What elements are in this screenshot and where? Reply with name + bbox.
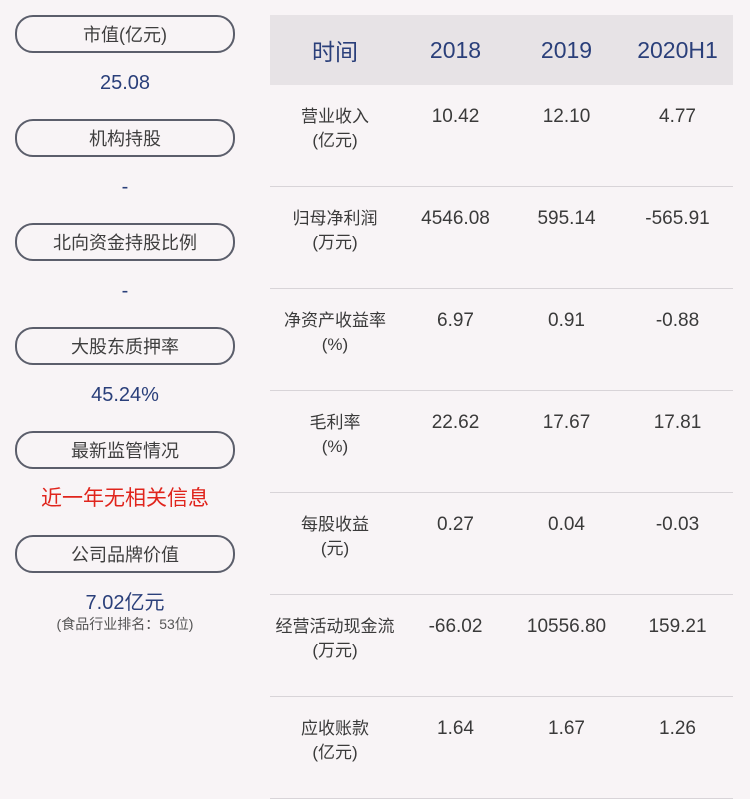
cell-value: -0.03 — [622, 492, 733, 595]
header-2019: 2019 — [511, 15, 622, 85]
table-row: 归母净利润 (万元) 4546.08 595.14 -565.91 — [270, 186, 733, 289]
brand-value-pill: 公司品牌价值 — [15, 535, 235, 573]
regulation-value: 近一年无相关信息 — [41, 487, 209, 510]
financial-table-wrap: 时间 2018 2019 2020H1 营业收入 (亿元) 10.42 12.1… — [270, 15, 733, 799]
metric-brand-value: 公司品牌价值 7.02亿元 (食品行业排名：53位) — [15, 535, 235, 633]
regulation-pill: 最新监管情况 — [15, 431, 235, 469]
table-row: 应收账款 (亿元) 1.64 1.67 1.26 — [270, 696, 733, 799]
table-row: 净资产收益率 (%) 6.97 0.91 -0.88 — [270, 288, 733, 391]
metric-northbound-ratio: 北向资金持股比例 - — [15, 223, 235, 303]
cell-value: 17.67 — [511, 390, 622, 493]
financial-table: 时间 2018 2019 2020H1 营业收入 (亿元) 10.42 12.1… — [270, 15, 733, 799]
institution-holding-pill: 机构持股 — [15, 119, 235, 157]
cell-value: 0.27 — [400, 492, 511, 595]
row-label-unit: (亿元) — [312, 131, 358, 150]
header-2020h1: 2020H1 — [622, 15, 733, 85]
northbound-ratio-value: - — [121, 280, 129, 302]
row-label-main: 经营活动现金流 — [275, 617, 395, 636]
row-label-main: 归母净利润 — [292, 209, 378, 228]
cell-value: 22.62 — [400, 390, 511, 493]
northbound-ratio-pill: 北向资金持股比例 — [15, 223, 235, 261]
row-label-unit: (元) — [320, 539, 350, 558]
cell-value: 4546.08 — [400, 186, 511, 289]
row-label-main: 每股收益 — [301, 515, 369, 534]
pledge-ratio-pill: 大股东质押率 — [15, 327, 235, 365]
metric-market-value: 市值(亿元) 25.08 — [15, 15, 235, 95]
row-label-unit: (万元) — [312, 641, 358, 660]
cell-value: 159.21 — [622, 594, 733, 697]
cell-value: 1.26 — [622, 696, 733, 799]
table-row: 每股收益 (元) 0.27 0.04 -0.03 — [270, 492, 733, 595]
header-2018: 2018 — [400, 15, 511, 85]
row-label-unit: (万元) — [312, 233, 358, 252]
row-label: 归母净利润 (万元) — [270, 186, 400, 289]
row-label: 经营活动现金流 (万元) — [270, 594, 400, 697]
row-label: 营业收入 (亿元) — [270, 85, 400, 187]
cell-value: 0.04 — [511, 492, 622, 595]
cell-value: 1.67 — [511, 696, 622, 799]
row-label-main: 毛利率 — [309, 413, 361, 432]
cell-value: 10556.80 — [511, 594, 622, 697]
market-value-pill: 市值(亿元) — [15, 15, 235, 53]
cell-value: 10.42 — [400, 85, 511, 187]
table-row: 毛利率 (%) 22.62 17.67 17.81 — [270, 390, 733, 493]
pledge-ratio-value: 45.24% — [91, 384, 159, 406]
row-label-main: 应收账款 — [301, 719, 369, 738]
row-label: 每股收益 (元) — [270, 492, 400, 595]
row-label-unit: (亿元) — [312, 743, 358, 762]
cell-value: 17.81 — [622, 390, 733, 493]
table-row: 经营活动现金流 (万元) -66.02 10556.80 159.21 — [270, 594, 733, 697]
brand-value-value: 7.02亿元 — [85, 592, 165, 614]
row-label: 毛利率 (%) — [270, 390, 400, 493]
cell-value: 0.91 — [511, 288, 622, 391]
cell-value: -565.91 — [622, 186, 733, 289]
table-header-row: 时间 2018 2019 2020H1 — [270, 15, 733, 85]
metric-pledge-ratio: 大股东质押率 45.24% — [15, 327, 235, 407]
row-label-unit: (%) — [321, 335, 349, 354]
row-label: 净资产收益率 (%) — [270, 288, 400, 391]
brand-rank-note: (食品行业排名：53位) — [56, 616, 194, 632]
cell-value: 6.97 — [400, 288, 511, 391]
cell-value: 1.64 — [400, 696, 511, 799]
cell-value: 4.77 — [622, 85, 733, 187]
metric-institution-holding: 机构持股 - — [15, 119, 235, 199]
cell-value: 12.10 — [511, 85, 622, 187]
row-label-main: 净资产收益率 — [284, 311, 386, 330]
institution-holding-value: - — [121, 176, 129, 198]
cell-value: -66.02 — [400, 594, 511, 697]
metric-regulation: 最新监管情况 近一年无相关信息 — [15, 431, 235, 511]
header-time: 时间 — [270, 15, 400, 85]
table-row: 营业收入 (亿元) 10.42 12.10 4.77 — [270, 85, 733, 187]
market-value-value: 25.08 — [99, 72, 151, 94]
cell-value: 595.14 — [511, 186, 622, 289]
row-label-unit: (%) — [321, 437, 349, 456]
cell-value: -0.88 — [622, 288, 733, 391]
row-label-main: 营业收入 — [301, 107, 369, 126]
row-label: 应收账款 (亿元) — [270, 696, 400, 799]
